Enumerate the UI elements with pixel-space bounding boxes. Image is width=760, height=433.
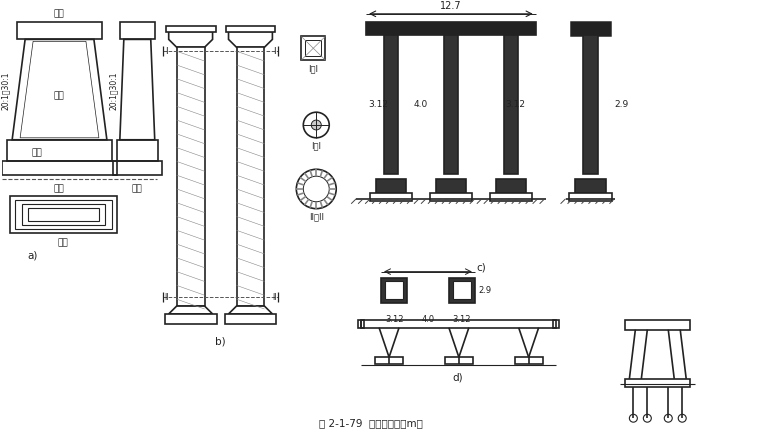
- Bar: [375, 357, 403, 364]
- Bar: [384, 36, 398, 174]
- Bar: [445, 357, 473, 364]
- Text: II: II: [272, 293, 277, 302]
- Circle shape: [312, 120, 321, 130]
- Text: II: II: [164, 293, 169, 302]
- Text: 墩身: 墩身: [54, 91, 65, 100]
- Text: 3.12: 3.12: [368, 100, 388, 109]
- Text: I－I: I－I: [312, 142, 321, 151]
- Bar: [625, 320, 690, 330]
- Bar: [430, 193, 472, 201]
- Text: I－I: I－I: [309, 64, 318, 73]
- Bar: [22, 204, 105, 225]
- Bar: [28, 208, 99, 221]
- Text: a): a): [27, 251, 37, 261]
- Text: 3.12: 3.12: [453, 315, 471, 324]
- Circle shape: [629, 414, 638, 422]
- Bar: [17, 22, 102, 39]
- Text: 2.9: 2.9: [479, 286, 492, 295]
- Bar: [370, 193, 412, 201]
- Text: c): c): [476, 263, 486, 273]
- Text: b): b): [215, 336, 226, 346]
- Bar: [496, 179, 526, 193]
- Bar: [176, 47, 204, 306]
- Text: 12.7: 12.7: [440, 1, 461, 11]
- Bar: [515, 357, 543, 364]
- Bar: [568, 193, 613, 201]
- Bar: [10, 196, 117, 233]
- Text: 图 2-1-79  （尺寸单位：m）: 图 2-1-79 （尺寸单位：m）: [319, 418, 423, 428]
- Bar: [120, 22, 155, 39]
- Bar: [15, 200, 112, 229]
- Bar: [301, 36, 325, 60]
- Bar: [453, 281, 471, 299]
- Text: 20:1～30:1: 20:1～30:1: [1, 71, 10, 110]
- Bar: [165, 314, 217, 324]
- Bar: [449, 278, 475, 303]
- Text: 基础: 基础: [32, 148, 43, 157]
- Bar: [226, 26, 275, 32]
- Polygon shape: [169, 306, 213, 314]
- Text: 3.12: 3.12: [385, 315, 404, 324]
- Text: d): d): [452, 373, 463, 383]
- Bar: [366, 22, 536, 36]
- Bar: [575, 179, 606, 193]
- Bar: [2, 162, 117, 175]
- Bar: [112, 162, 162, 175]
- Text: 20:1～30:1: 20:1～30:1: [109, 71, 119, 110]
- Bar: [358, 320, 364, 328]
- Bar: [224, 314, 277, 324]
- Text: I: I: [273, 47, 276, 56]
- Text: I: I: [166, 47, 168, 56]
- Text: 4.0: 4.0: [414, 100, 428, 109]
- Bar: [166, 26, 216, 32]
- Polygon shape: [169, 32, 213, 47]
- Text: 2.9: 2.9: [614, 100, 629, 109]
- Bar: [381, 278, 407, 303]
- Bar: [436, 179, 466, 193]
- Text: 立面: 立面: [54, 184, 65, 193]
- Bar: [236, 47, 264, 306]
- Text: 侧面: 侧面: [131, 184, 142, 193]
- Bar: [571, 22, 610, 36]
- Bar: [376, 179, 406, 193]
- Text: 墩帽: 墩帽: [54, 10, 65, 19]
- Text: 平面: 平面: [58, 238, 68, 247]
- Bar: [444, 36, 458, 174]
- Circle shape: [678, 414, 686, 422]
- Circle shape: [664, 414, 673, 422]
- Circle shape: [643, 414, 651, 422]
- Text: II－II: II－II: [309, 213, 324, 222]
- Bar: [385, 281, 403, 299]
- Polygon shape: [229, 306, 272, 314]
- Bar: [504, 36, 518, 174]
- Bar: [117, 140, 158, 162]
- Bar: [625, 379, 690, 387]
- Text: 3.12: 3.12: [505, 100, 526, 109]
- Bar: [361, 320, 556, 328]
- Polygon shape: [229, 32, 272, 47]
- Bar: [7, 140, 112, 162]
- Bar: [553, 320, 559, 328]
- Bar: [582, 36, 598, 174]
- Text: 4.0: 4.0: [421, 315, 435, 324]
- Bar: [306, 40, 321, 56]
- Bar: [489, 193, 532, 201]
